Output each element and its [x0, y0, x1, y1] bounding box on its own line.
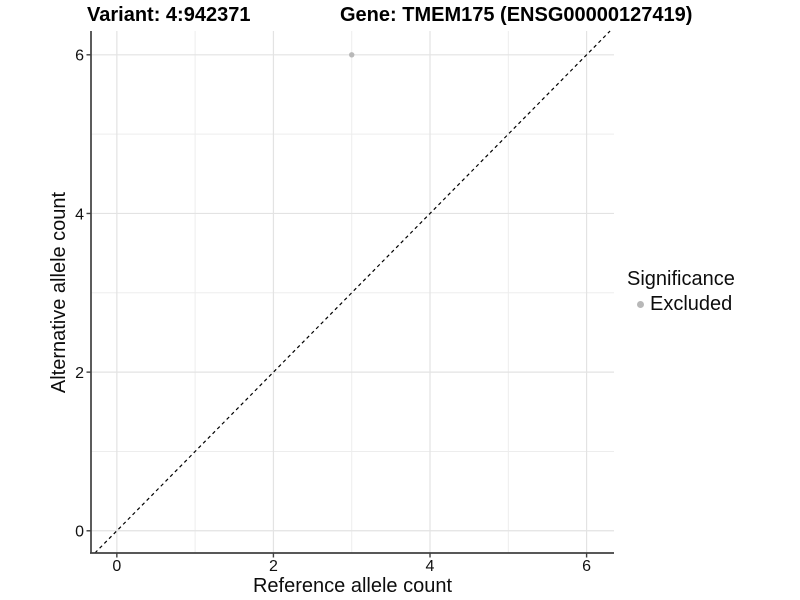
data-point — [349, 52, 355, 58]
y-tick-label: 2 — [75, 365, 84, 382]
variant-title: Variant: 4:942371 — [87, 4, 251, 26]
y-tick-label: 4 — [75, 206, 84, 223]
x-tick-label: 0 — [112, 558, 121, 575]
x-tick-label: 6 — [582, 558, 591, 575]
y-tick-label: 0 — [75, 524, 84, 541]
legend: Significance Excluded — [627, 268, 735, 315]
y-axis-title-area: Alternative allele count — [48, 31, 72, 553]
x-axis-title: Reference allele count — [252, 575, 452, 597]
x-tick-label: 2 — [269, 558, 278, 575]
x-tick-label: 4 — [426, 558, 435, 575]
legend-entry-excluded: Excluded — [627, 293, 735, 315]
legend-entry-label: Excluded — [650, 292, 733, 315]
legend-title: Significance — [627, 268, 735, 290]
gene-title: Gene: TMEM175 (ENSG00000127419) — [340, 4, 693, 26]
y-tick-label: 6 — [75, 48, 84, 65]
y-axis-title: Alternative allele count — [48, 191, 71, 393]
identity-reference-line — [94, 30, 611, 554]
excluded-point-marker-icon — [637, 300, 644, 308]
